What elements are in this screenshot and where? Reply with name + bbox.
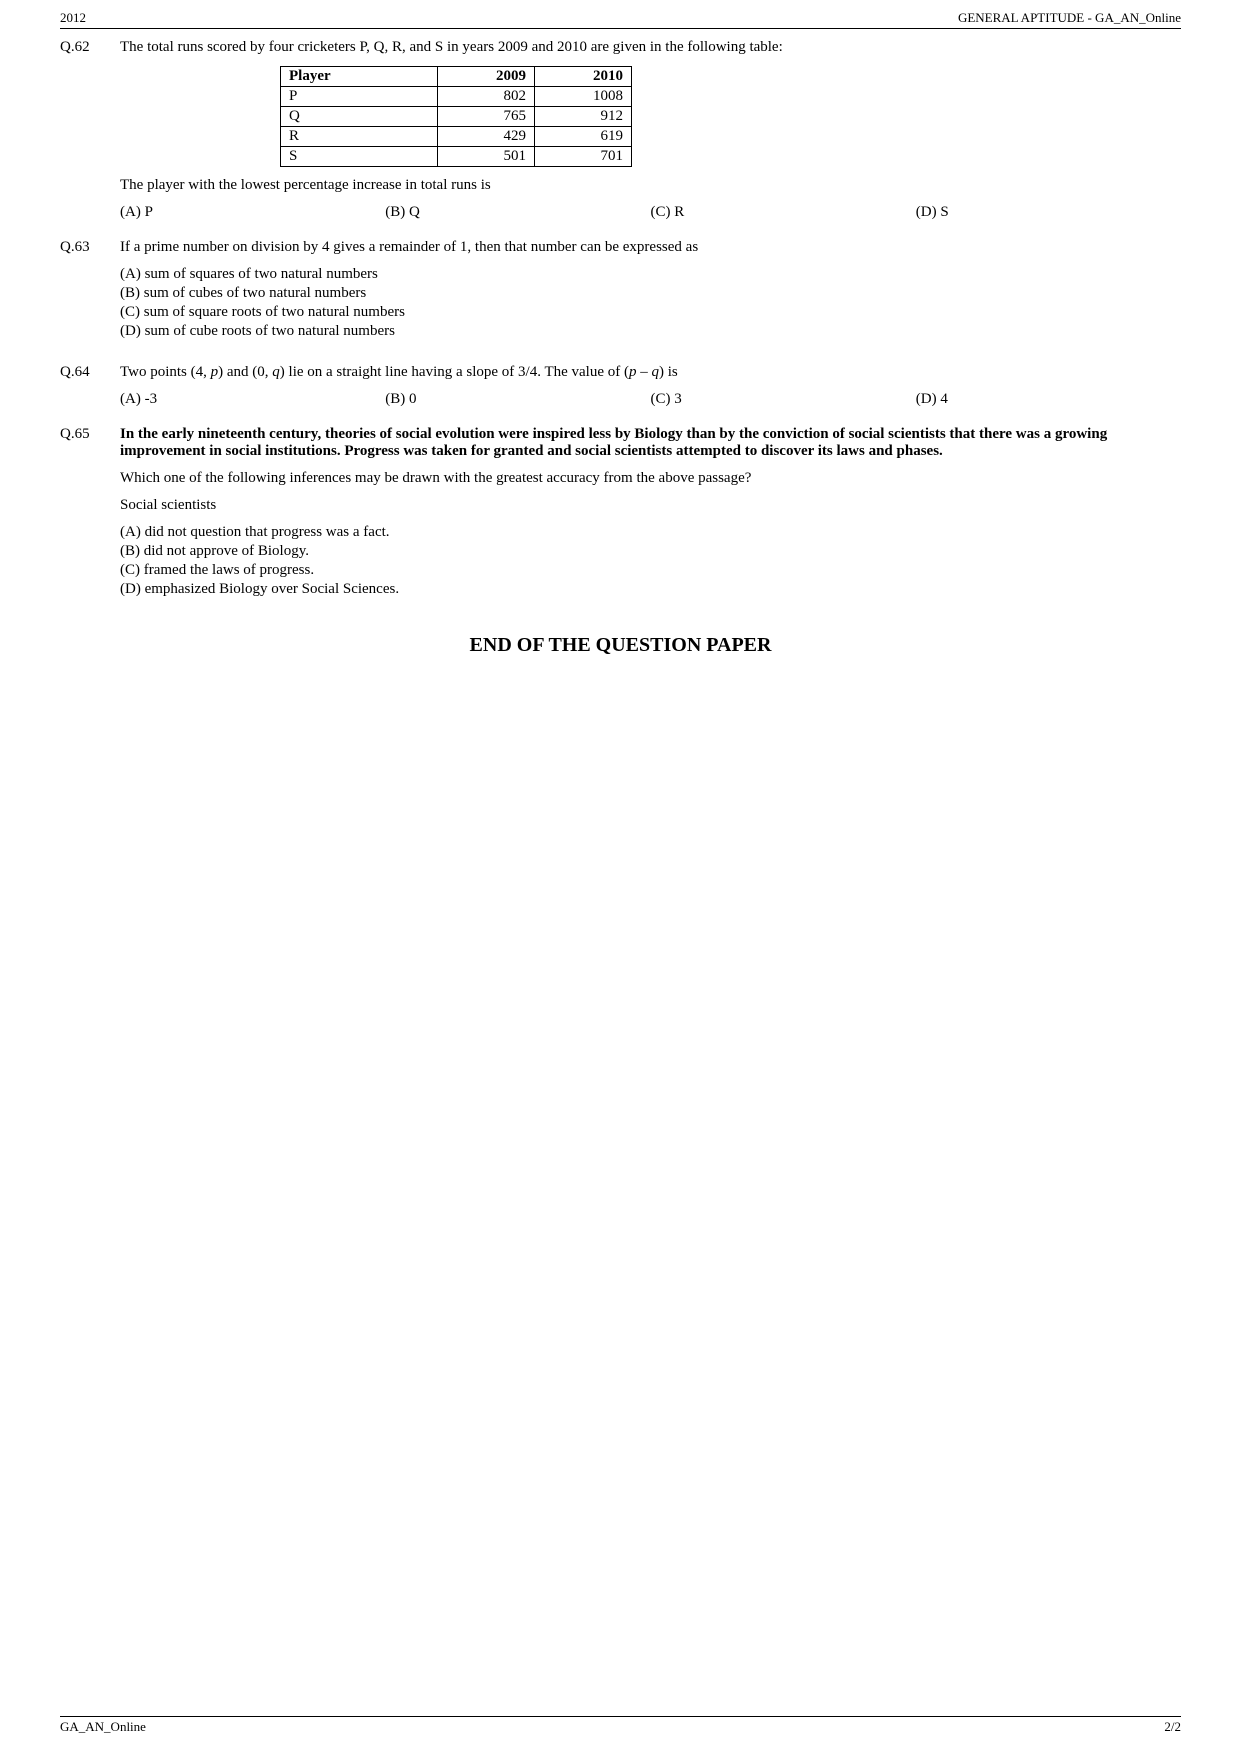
page-footer: GA_AN_Online 2/2 [60, 1716, 1181, 1735]
option-a: (A) sum of squares of two natural number… [120, 266, 1181, 283]
table-row: S 501 701 [281, 147, 632, 167]
option-c: (C) sum of square roots of two natural n… [120, 304, 1181, 321]
var-q: q [652, 364, 660, 380]
stem-text: ) and (0, [218, 364, 272, 380]
table-cell: 701 [535, 147, 632, 167]
table-header: 2010 [535, 67, 632, 87]
option-a: (A) P [120, 204, 385, 221]
stem-text: ) lie on a straight line having a slope … [280, 364, 629, 380]
stem-text: Two points (4, [120, 364, 211, 380]
table-cell: R [281, 127, 438, 147]
question-subtext: Which one of the following inferences ma… [120, 470, 1181, 487]
options-row: (A) P (B) Q (C) R (D) S [120, 204, 1181, 221]
question-subtext: The player with the lowest percentage in… [120, 177, 1181, 194]
question-64: Q.64 Two points (4, p) and (0, q) lie on… [60, 364, 1181, 408]
option-a: (A) did not question that progress was a… [120, 524, 1181, 541]
table-header-row: Player 2009 2010 [281, 67, 632, 87]
question-lead-in: Social scientists [120, 497, 1181, 514]
options-row: (A) -3 (B) 0 (C) 3 (D) 4 [120, 391, 1181, 408]
runs-table: Player 2009 2010 P 802 1008 Q 765 912 R … [280, 66, 632, 167]
page-header: 2012 GENERAL APTITUDE - GA_AN_Online [60, 10, 1181, 29]
option-b: (B) did not approve of Biology. [120, 543, 1181, 560]
option-d: (D) emphasized Biology over Social Scien… [120, 581, 1181, 598]
header-left: 2012 [60, 10, 86, 26]
option-d: (D) 4 [916, 391, 1181, 408]
option-d: (D) sum of cube roots of two natural num… [120, 323, 1181, 340]
options-list: (A) sum of squares of two natural number… [120, 266, 1181, 340]
question-stem: Two points (4, p) and (0, q) lie on a st… [120, 364, 1181, 381]
question-number: Q.63 [60, 239, 120, 346]
stem-text: – [637, 364, 652, 380]
page: 2012 GENERAL APTITUDE - GA_AN_Online Q.6… [0, 0, 1241, 1755]
table-cell: 429 [438, 127, 535, 147]
table-cell: 501 [438, 147, 535, 167]
option-b: (B) Q [385, 204, 650, 221]
table-header: Player [281, 67, 438, 87]
option-b: (B) sum of cubes of two natural numbers [120, 285, 1181, 302]
question-body: In the early nineteenth century, theorie… [120, 426, 1181, 604]
end-of-paper: END OF THE QUESTION PAPER [60, 634, 1181, 657]
question-stem: The total runs scored by four cricketers… [120, 39, 1181, 56]
question-body: Two points (4, p) and (0, q) lie on a st… [120, 364, 1181, 408]
footer-right: 2/2 [1164, 1719, 1181, 1735]
question-number: Q.65 [60, 426, 120, 604]
options-list: (A) did not question that progress was a… [120, 524, 1181, 598]
table-cell: 1008 [535, 87, 632, 107]
table-cell: Q [281, 107, 438, 127]
option-c: (C) R [651, 204, 916, 221]
table-cell: 802 [438, 87, 535, 107]
option-c: (C) framed the laws of progress. [120, 562, 1181, 579]
var-q: q [272, 364, 280, 380]
question-stem: If a prime number on division by 4 gives… [120, 239, 1181, 256]
table-row: P 802 1008 [281, 87, 632, 107]
table-header: 2009 [438, 67, 535, 87]
table-row: Q 765 912 [281, 107, 632, 127]
option-d: (D) S [916, 204, 1181, 221]
footer-left: GA_AN_Online [60, 1719, 146, 1735]
var-p: p [629, 364, 637, 380]
question-62: Q.62 The total runs scored by four crick… [60, 39, 1181, 221]
option-a: (A) -3 [120, 391, 385, 408]
table-cell: 912 [535, 107, 632, 127]
option-c: (C) 3 [651, 391, 916, 408]
table-cell: P [281, 87, 438, 107]
table-cell: 765 [438, 107, 535, 127]
var-p: p [211, 364, 219, 380]
stem-text: ) is [659, 364, 678, 380]
question-number: Q.64 [60, 364, 120, 408]
question-number: Q.62 [60, 39, 120, 221]
table-cell: S [281, 147, 438, 167]
table-cell: 619 [535, 127, 632, 147]
option-b: (B) 0 [385, 391, 650, 408]
question-passage: In the early nineteenth century, theorie… [120, 426, 1181, 460]
question-63: Q.63 If a prime number on division by 4 … [60, 239, 1181, 346]
header-right: GENERAL APTITUDE - GA_AN_Online [958, 10, 1181, 26]
table-row: R 429 619 [281, 127, 632, 147]
question-body: If a prime number on division by 4 gives… [120, 239, 1181, 346]
question-65: Q.65 In the early nineteenth century, th… [60, 426, 1181, 604]
question-body: The total runs scored by four cricketers… [120, 39, 1181, 221]
